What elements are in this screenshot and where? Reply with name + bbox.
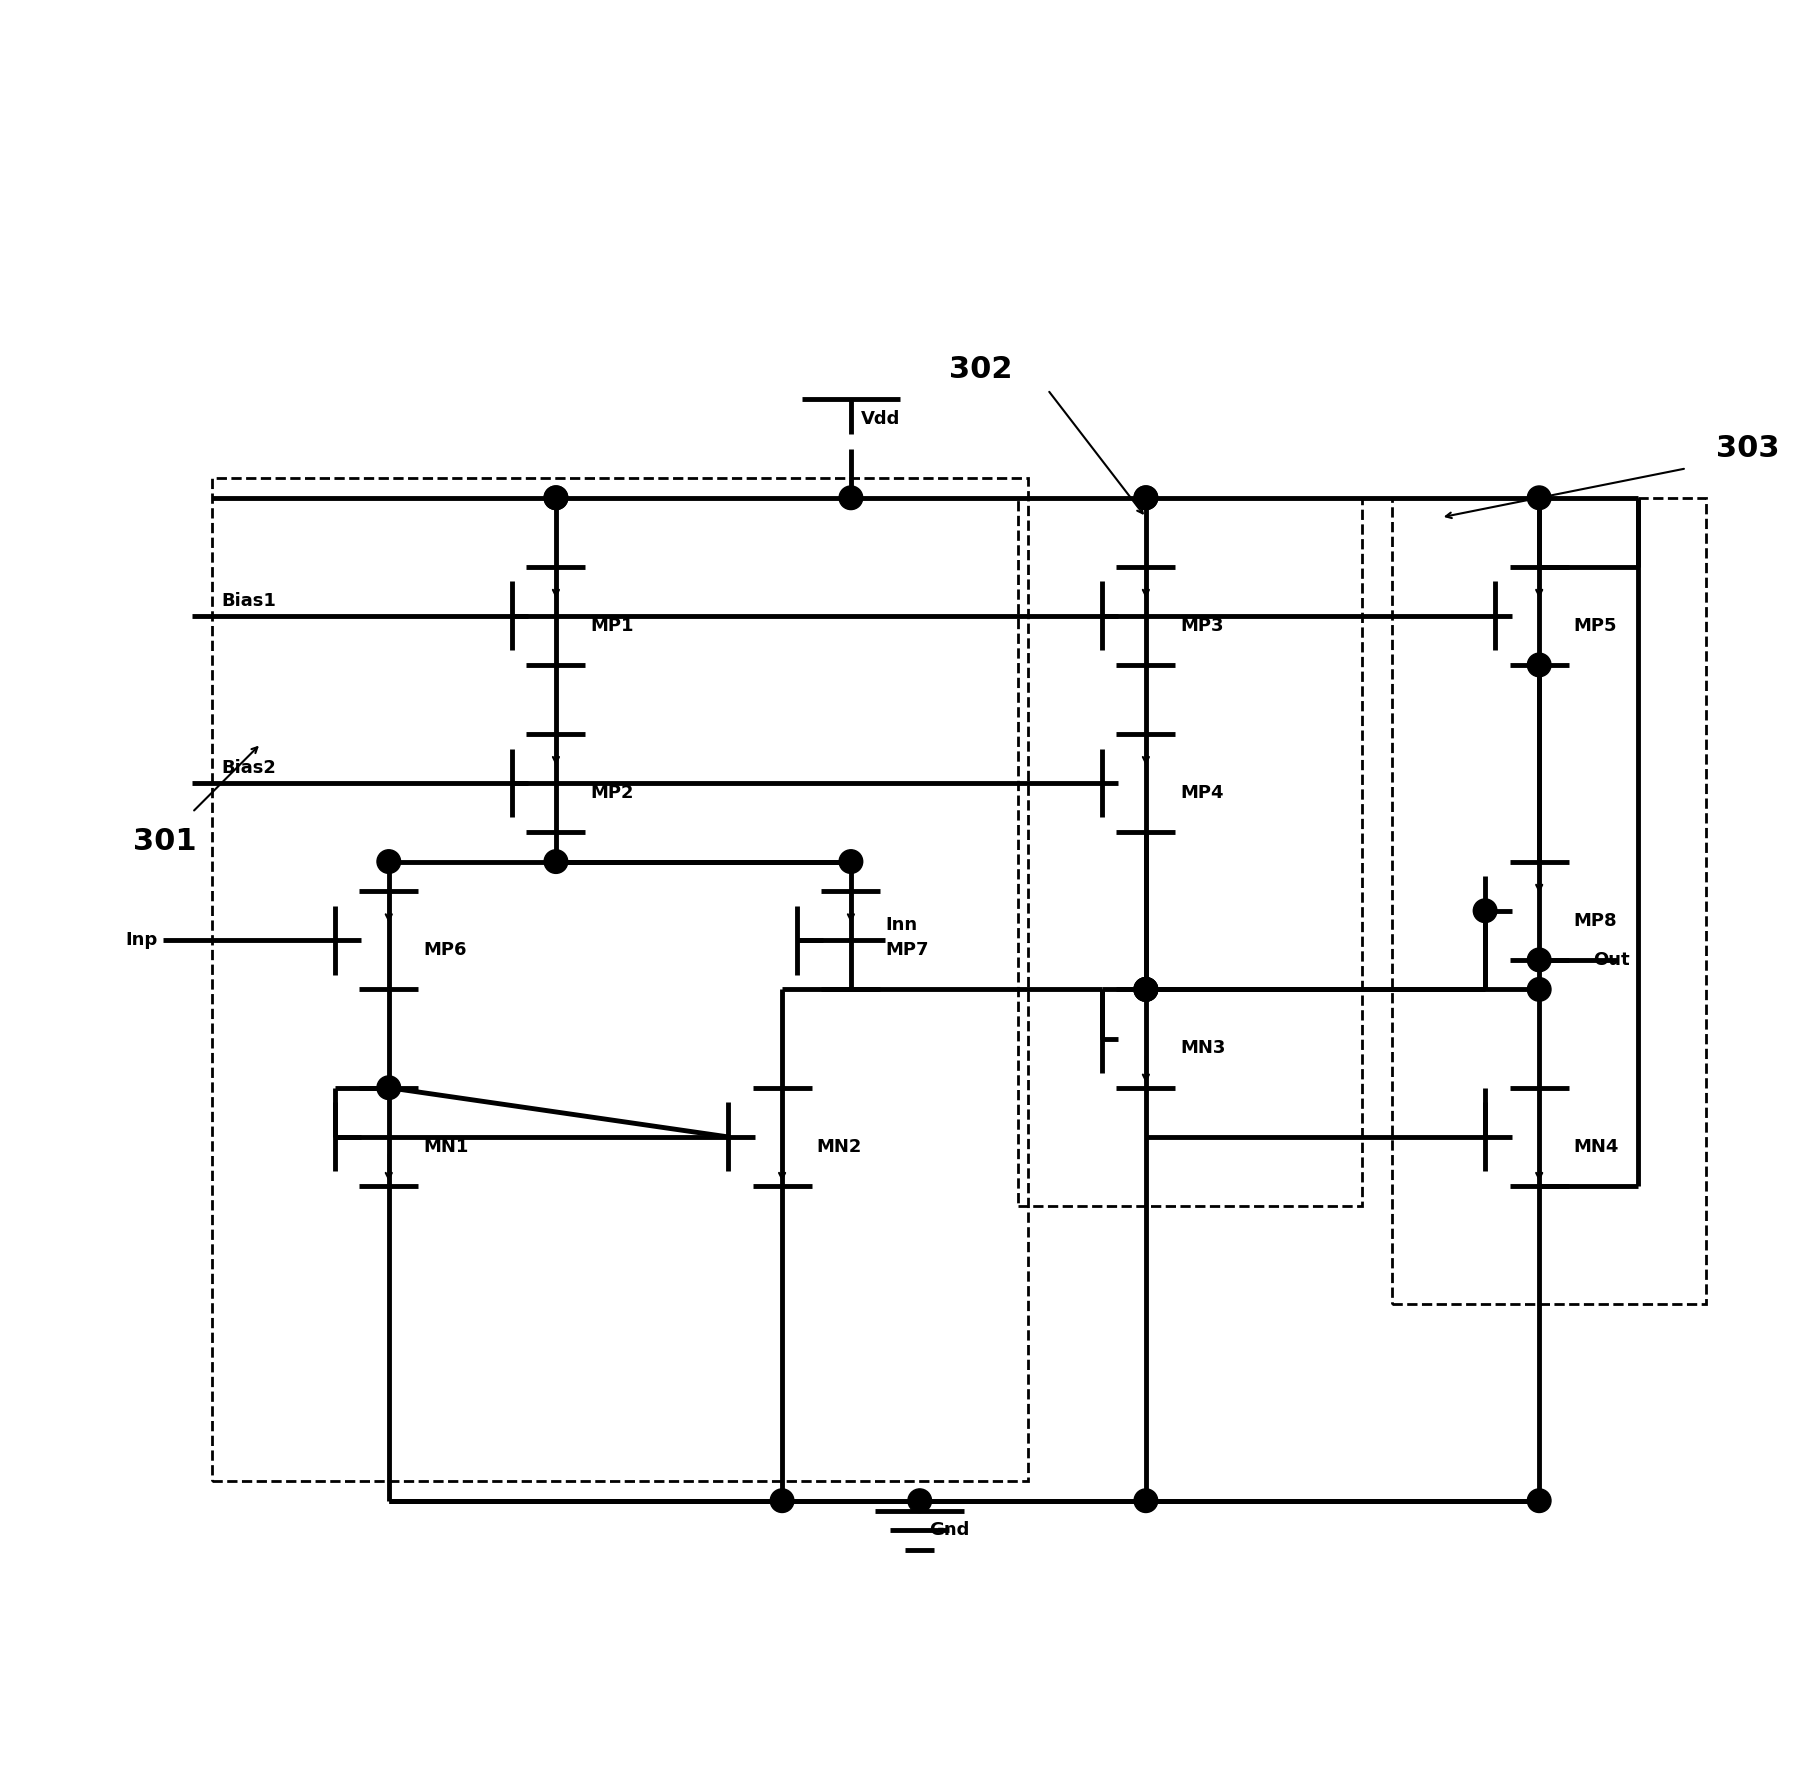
Circle shape: [839, 849, 863, 874]
Circle shape: [376, 1076, 400, 1100]
Text: Out: Out: [1594, 951, 1630, 969]
Text: MN2: MN2: [816, 1137, 861, 1155]
Text: MP8: MP8: [1574, 912, 1617, 930]
Circle shape: [545, 849, 568, 874]
Circle shape: [1134, 1488, 1158, 1512]
Circle shape: [1134, 978, 1158, 1001]
Text: Vdd: Vdd: [861, 410, 901, 428]
Circle shape: [1134, 485, 1158, 510]
Text: Inn: Inn: [885, 917, 917, 935]
Text: Bias2: Bias2: [223, 759, 277, 777]
Text: MP5: MP5: [1574, 616, 1617, 634]
Text: Bias1: Bias1: [223, 593, 277, 611]
Circle shape: [1527, 654, 1550, 677]
Text: MP1: MP1: [590, 616, 633, 634]
Circle shape: [1527, 485, 1550, 510]
Text: Inp: Inp: [125, 931, 157, 949]
Text: MN1: MN1: [423, 1137, 469, 1155]
Text: MN4: MN4: [1574, 1137, 1619, 1155]
Circle shape: [1134, 485, 1158, 510]
Circle shape: [1473, 899, 1496, 922]
Text: 301: 301: [134, 827, 197, 856]
Text: MP6: MP6: [423, 940, 467, 958]
Circle shape: [545, 485, 568, 510]
Circle shape: [376, 849, 400, 874]
Circle shape: [1527, 1488, 1550, 1512]
Circle shape: [545, 485, 568, 510]
Text: MN3: MN3: [1179, 1039, 1227, 1057]
Circle shape: [1134, 978, 1158, 1001]
Bar: [212, 478, 1028, 1481]
Text: MP3: MP3: [1179, 616, 1225, 634]
Text: MP4: MP4: [1179, 784, 1225, 802]
Text: 302: 302: [950, 355, 1013, 385]
Text: Gnd: Gnd: [930, 1521, 970, 1538]
Text: MP7: MP7: [885, 940, 928, 958]
Circle shape: [1527, 978, 1550, 1001]
Circle shape: [839, 485, 863, 510]
Text: MP2: MP2: [590, 784, 633, 802]
Bar: [1391, 498, 1706, 1304]
Circle shape: [1134, 978, 1158, 1001]
Circle shape: [908, 1488, 932, 1512]
Circle shape: [1527, 947, 1550, 973]
Bar: [1018, 498, 1362, 1205]
Circle shape: [771, 1488, 794, 1512]
Text: 303: 303: [1717, 433, 1780, 464]
